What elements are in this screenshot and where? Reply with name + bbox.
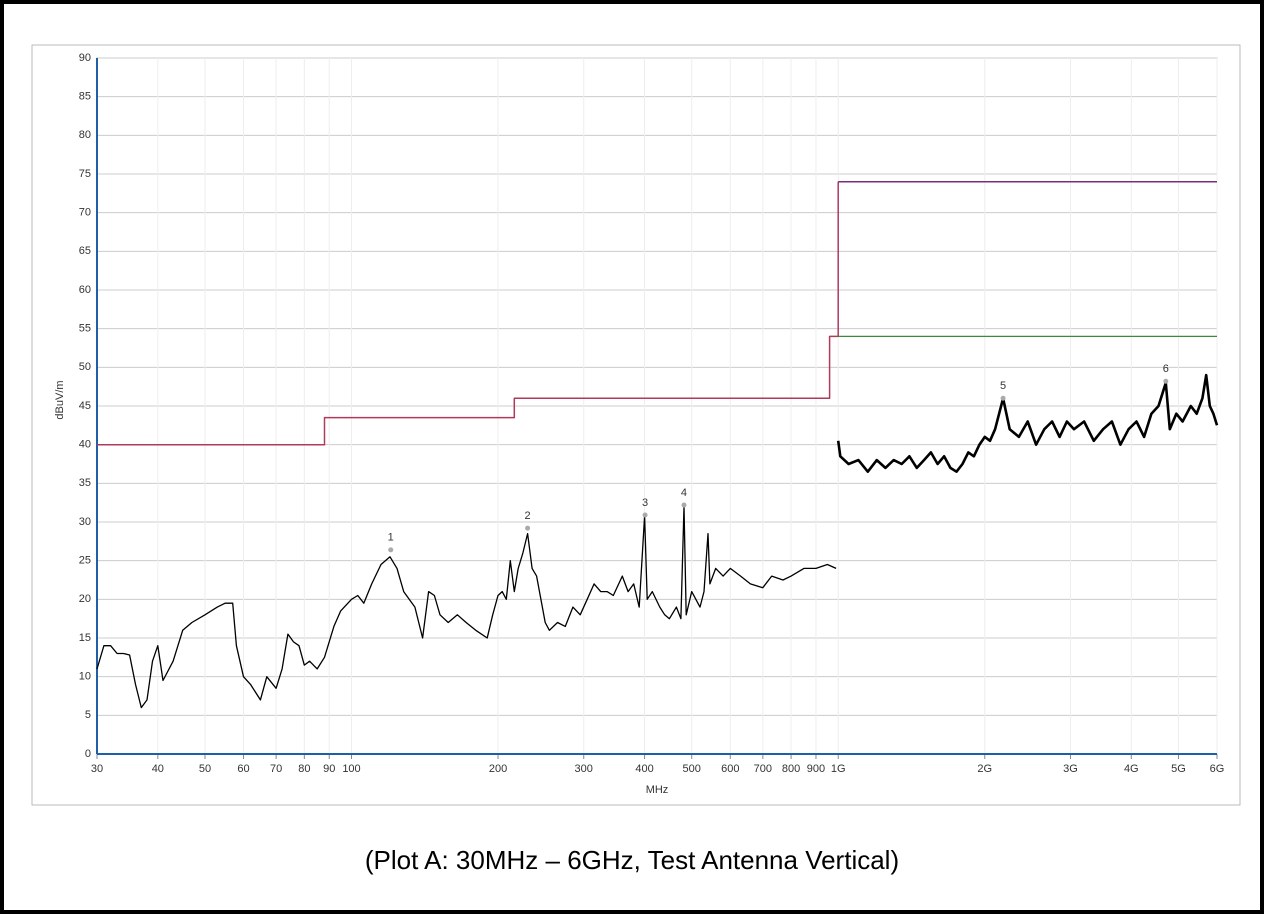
x-tick-label: 2G <box>977 763 992 775</box>
x-tick-label: 60 <box>237 763 249 775</box>
x-tick-label: 6G <box>1210 763 1225 775</box>
y-tick-label: 45 <box>79 400 91 412</box>
y-tick-label: 65 <box>79 245 91 257</box>
y-axis-label: dBuV/m <box>54 380 66 419</box>
series-line <box>96 505 837 709</box>
marker <box>681 502 687 508</box>
y-tick-label: 60 <box>79 284 91 296</box>
marker-label: 5 <box>1000 380 1006 392</box>
marker <box>642 512 648 518</box>
marker-label: 3 <box>642 497 648 509</box>
x-tick-label: 800 <box>782 763 800 775</box>
y-tick-label: 85 <box>79 91 91 103</box>
y-tick-label: 15 <box>79 632 91 644</box>
x-tick-label: 900 <box>807 763 825 775</box>
y-tick-label: 35 <box>79 477 91 489</box>
marker-label: 4 <box>681 487 687 499</box>
y-tick-label: 40 <box>79 439 91 451</box>
marker <box>525 525 531 531</box>
series-line <box>97 181 839 446</box>
x-tick-label: 50 <box>199 763 211 775</box>
x-tick-label: 3G <box>1063 763 1078 775</box>
y-tick-label: 5 <box>85 709 91 721</box>
x-tick-label: 500 <box>683 763 701 775</box>
x-tick-label: 300 <box>575 763 593 775</box>
marker-label: 1 <box>388 532 394 544</box>
y-tick-label: 20 <box>79 593 91 605</box>
y-tick-label: 30 <box>79 516 91 528</box>
x-tick-label: 30 <box>91 763 103 775</box>
marker-label: 6 <box>1163 363 1169 375</box>
x-tick-label: 700 <box>754 763 772 775</box>
y-tick-label: 55 <box>79 323 91 335</box>
x-axis-label: MHz <box>646 784 669 796</box>
x-tick-label: 4G <box>1124 763 1139 775</box>
y-tick-label: 70 <box>79 207 91 219</box>
y-tick-label: 75 <box>79 168 91 180</box>
marker <box>388 547 394 553</box>
y-tick-label: 10 <box>79 671 91 683</box>
x-tick-label: 70 <box>270 763 282 775</box>
y-tick-label: 80 <box>79 129 91 141</box>
x-tick-label: 90 <box>323 763 335 775</box>
y-tick-label: 0 <box>85 748 91 760</box>
x-tick-label: 100 <box>342 763 360 775</box>
y-tick-label: 25 <box>79 555 91 567</box>
x-tick-label: 400 <box>635 763 653 775</box>
x-tick-label: 200 <box>489 763 507 775</box>
marker <box>1000 395 1006 401</box>
y-tick-label: 90 <box>79 52 91 64</box>
marker-label: 2 <box>525 510 531 522</box>
marker <box>1163 378 1169 384</box>
y-tick-label: 50 <box>79 361 91 373</box>
x-tick-label: 600 <box>721 763 739 775</box>
x-tick-label: 40 <box>152 763 164 775</box>
series-line <box>836 373 1219 474</box>
x-tick-label: 5G <box>1171 763 1186 775</box>
caption: (Plot A: 30MHz – 6GHz, Test Antenna Vert… <box>365 845 899 875</box>
x-tick-label: 1G <box>831 763 846 775</box>
x-tick-label: 80 <box>298 763 310 775</box>
